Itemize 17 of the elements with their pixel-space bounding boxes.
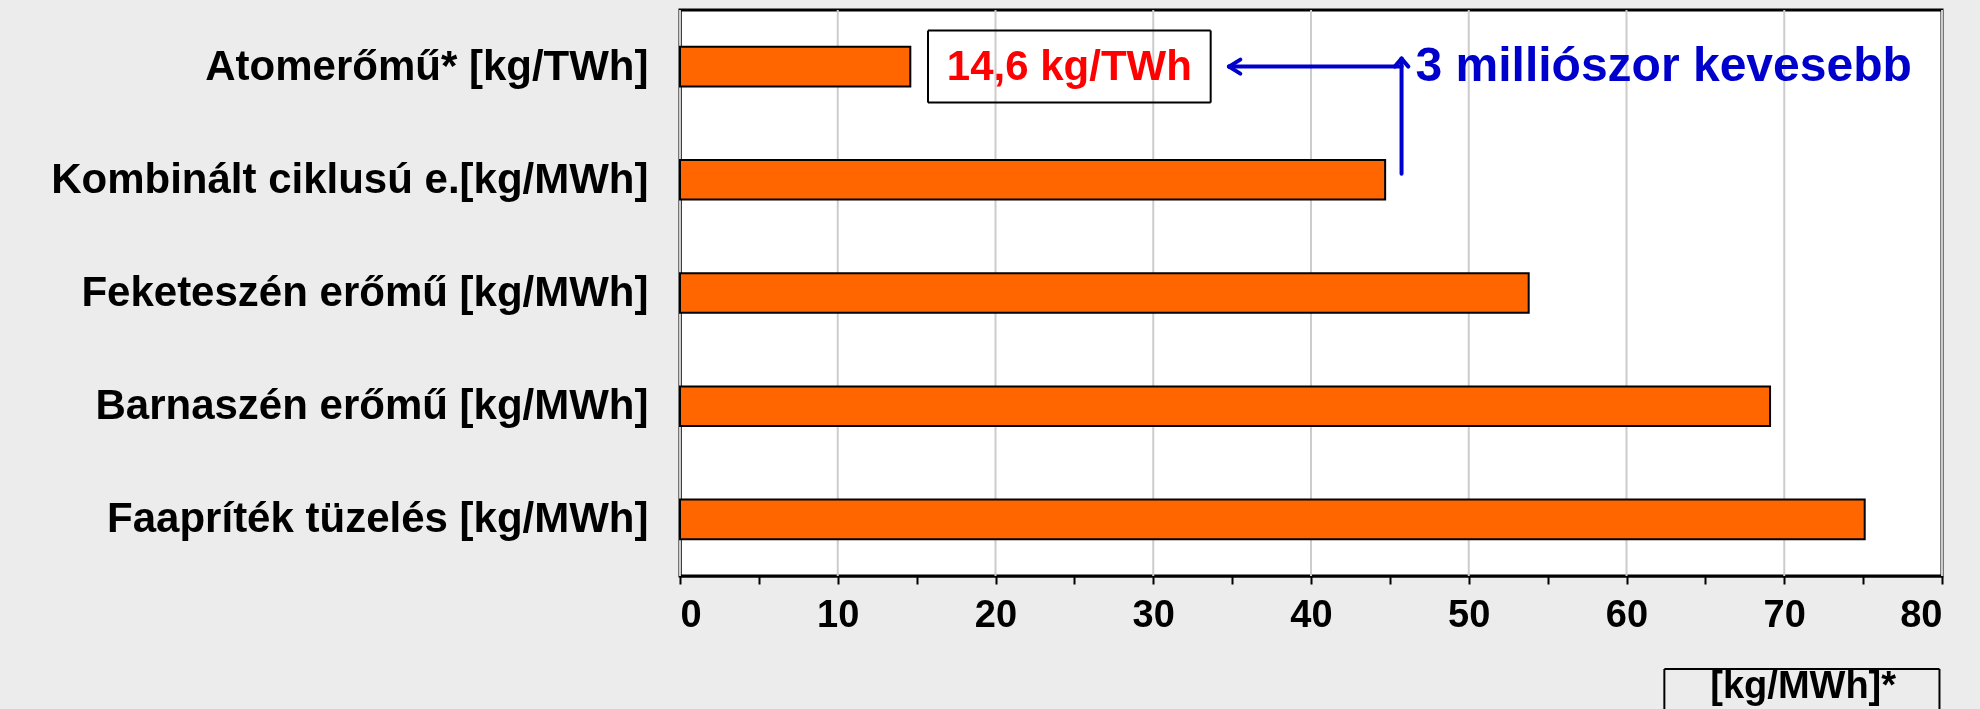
y-tick-label: Kombinált ciklusú e.[kg/MWh] [51,154,649,202]
y-tick-label: Faapríték tüzelés [kg/MWh] [107,494,649,542]
y-tick-label: Atomerőmű* [kg/TWh] [205,41,649,89]
x-tick-label: 0 [680,592,702,635]
x-tick-label: 10 [817,592,860,635]
x-tick-label: 60 [1605,592,1649,635]
x-tick-label: 20 [974,592,1018,635]
x-tick-label: 70 [1763,592,1806,635]
x-axis-title: [kg/MWh]* [1710,664,1897,706]
x-tick-label: 30 [1132,592,1175,635]
x-tick-label: 50 [1448,592,1491,635]
y-tick-label: Feketeszén erőmű [kg/MWh] [81,268,649,315]
x-tick-label: 40 [1290,592,1333,635]
annotation: 3 milliószor kevesebb [1415,37,1912,91]
y-tick-label: Barnaszén erőmű [kg/MWh] [95,381,649,429]
x-tick-label: 80 [1900,592,1943,635]
data-label: 14,6 kg/TWh [946,41,1192,89]
